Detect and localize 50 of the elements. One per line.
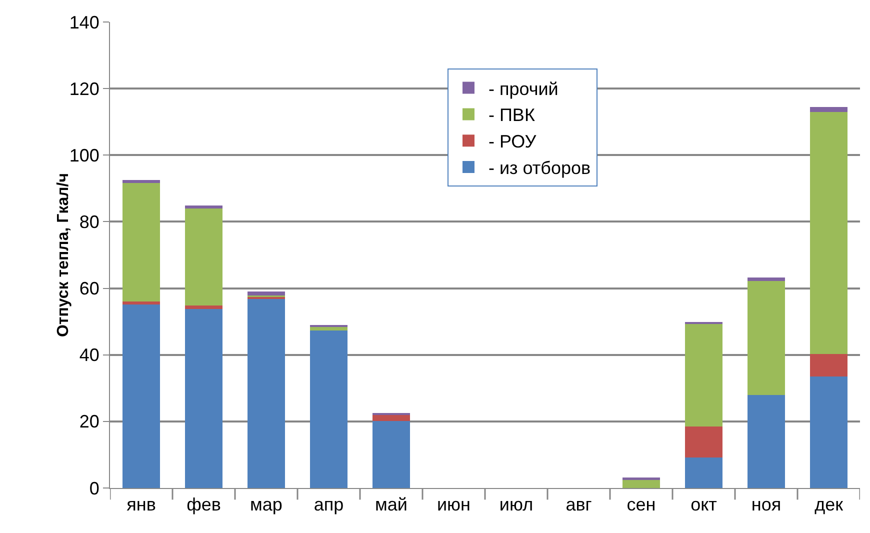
bar (372, 420, 410, 488)
y-tick-label: 120 (69, 78, 100, 99)
x-tick-label: апр (314, 494, 344, 515)
x-tick-label: авг (566, 494, 592, 515)
x-tick-label: ноя (751, 494, 782, 515)
x-tick-label: мар (250, 494, 282, 515)
bar (185, 206, 222, 208)
bar (122, 304, 160, 488)
y-tick-label: 0 (89, 478, 100, 498)
bar (748, 280, 785, 396)
x-tick-label: май (375, 494, 408, 515)
x-tick-label: фев (186, 494, 221, 515)
bar (372, 414, 410, 421)
y-tick-label: 60 (79, 278, 100, 299)
bar (185, 306, 222, 309)
legend-label: - РОУ (488, 132, 537, 152)
bar (122, 182, 160, 302)
legend-label: - ПВК (488, 105, 536, 126)
bar (122, 180, 160, 183)
y-tick-label: 100 (69, 145, 100, 166)
bar (185, 208, 222, 306)
x-tick-label: янв (126, 494, 156, 515)
y-axis-title: Отпуск тепла, Гкал/ч (55, 172, 72, 338)
bar (122, 302, 160, 304)
bar (185, 308, 222, 488)
bar (748, 278, 785, 281)
x-tick-label: дек (814, 494, 844, 515)
x-tick-label: июн (437, 494, 470, 515)
x-tick-label: окт (690, 494, 717, 515)
bar (685, 324, 722, 426)
x-tick-label: июл (499, 494, 534, 515)
y-tick-label: 140 (69, 12, 100, 32)
bar (810, 112, 848, 354)
bar (248, 298, 285, 488)
bar (685, 426, 722, 458)
bar (685, 458, 722, 488)
bar (310, 326, 348, 331)
y-tick-label: 20 (79, 412, 100, 432)
bar (248, 292, 285, 296)
bar (810, 107, 848, 112)
bar (310, 330, 348, 488)
bar (748, 395, 785, 488)
bar (810, 354, 848, 376)
x-tick-label: сен (626, 494, 656, 515)
legend-label: - прочий (488, 78, 558, 99)
y-tick-label: 40 (79, 345, 100, 366)
bar (810, 376, 848, 488)
bar (622, 477, 660, 480)
legend-label: - из отборов (488, 158, 591, 178)
y-tick-label: 80 (79, 212, 100, 232)
